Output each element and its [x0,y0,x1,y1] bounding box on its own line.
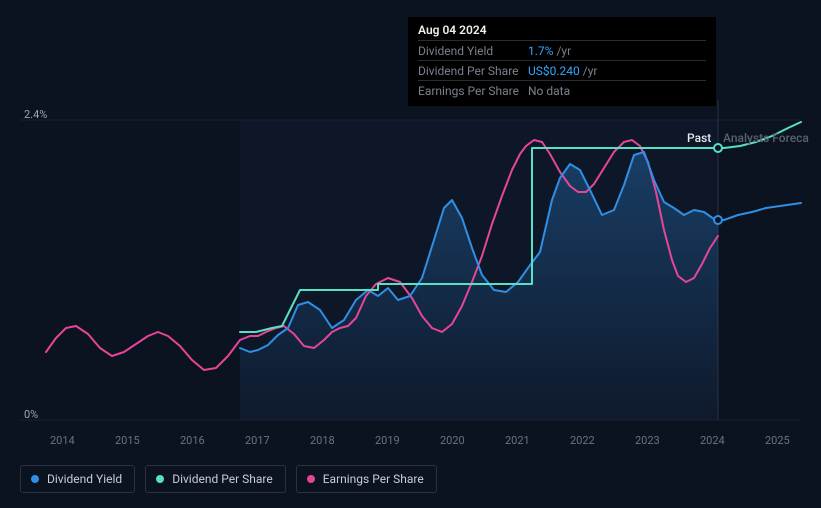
tooltip-value: No data [528,84,570,98]
dividend-chart: Aug 04 2024 Dividend Yield 1.7% /yr Divi… [0,0,821,508]
x-axis-label: 2017 [245,434,270,447]
legend-label: Dividend Per Share [172,472,273,486]
legend-swatch [307,475,315,483]
x-axis-label: 2025 [765,434,790,447]
x-axis-label: 2019 [375,434,400,447]
x-axis-label: 2023 [635,434,660,447]
chart-legend: Dividend Yield Dividend Per Share Earnin… [20,465,437,493]
tooltip-unit: /yr [583,64,598,78]
x-axis-label: 2018 [310,434,335,447]
tooltip-label: Earnings Per Share [418,84,528,98]
legend-item-dividend-yield[interactable]: Dividend Yield [20,465,135,493]
y-axis-label: 0% [24,408,38,421]
tooltip-row: Dividend Per Share US$0.240 /yr [418,60,706,80]
x-axis-label: 2014 [50,434,75,447]
legend-item-dividend-per-share[interactable]: Dividend Per Share [145,465,286,493]
tooltip-date: Aug 04 2024 [418,23,706,40]
tooltip-value: US$0.240 [528,64,580,78]
legend-swatch [156,475,164,483]
chart-tooltip: Aug 04 2024 Dividend Yield 1.7% /yr Divi… [408,17,716,106]
past-label: Past [687,131,711,145]
x-axis-label: 2016 [180,434,205,447]
tooltip-value: 1.7% [528,44,553,58]
y-axis-label: 2.4% [24,108,47,121]
legend-item-earnings-per-share[interactable]: Earnings Per Share [296,465,437,493]
tooltip-row: Earnings Per Share No data [418,80,706,100]
legend-label: Dividend Yield [47,472,122,486]
x-axis-label: 2024 [700,434,725,447]
legend-swatch [31,475,39,483]
tooltip-unit: /yr [556,44,571,58]
tooltip-row: Dividend Yield 1.7% /yr [418,40,706,60]
tooltip-label: Dividend Per Share [418,64,528,78]
x-axis-label: 2015 [115,434,140,447]
forecast-label: Analysts Foreca [723,131,809,145]
tooltip-label: Dividend Yield [418,44,528,58]
x-axis-label: 2022 [570,434,595,447]
x-axis-label: 2021 [505,434,530,447]
x-axis-label: 2020 [440,434,465,447]
legend-label: Earnings Per Share [323,472,424,486]
